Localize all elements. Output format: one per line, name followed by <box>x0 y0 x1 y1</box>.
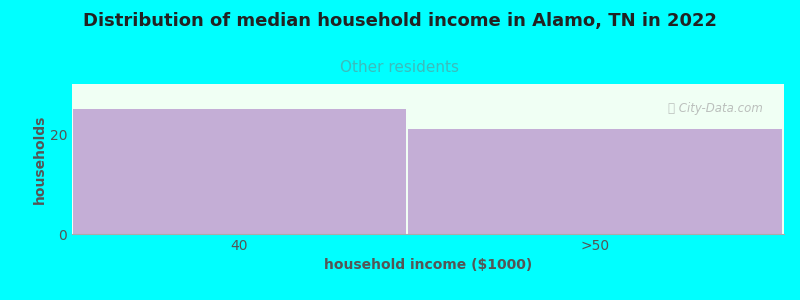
Bar <box>73 109 406 234</box>
Text: ⓘ City-Data.com: ⓘ City-Data.com <box>668 102 762 115</box>
Text: Other residents: Other residents <box>341 60 459 75</box>
Text: Distribution of median household income in Alamo, TN in 2022: Distribution of median household income … <box>83 12 717 30</box>
Bar <box>409 129 782 234</box>
Y-axis label: households: households <box>33 114 47 204</box>
X-axis label: household income ($1000): household income ($1000) <box>324 258 532 272</box>
